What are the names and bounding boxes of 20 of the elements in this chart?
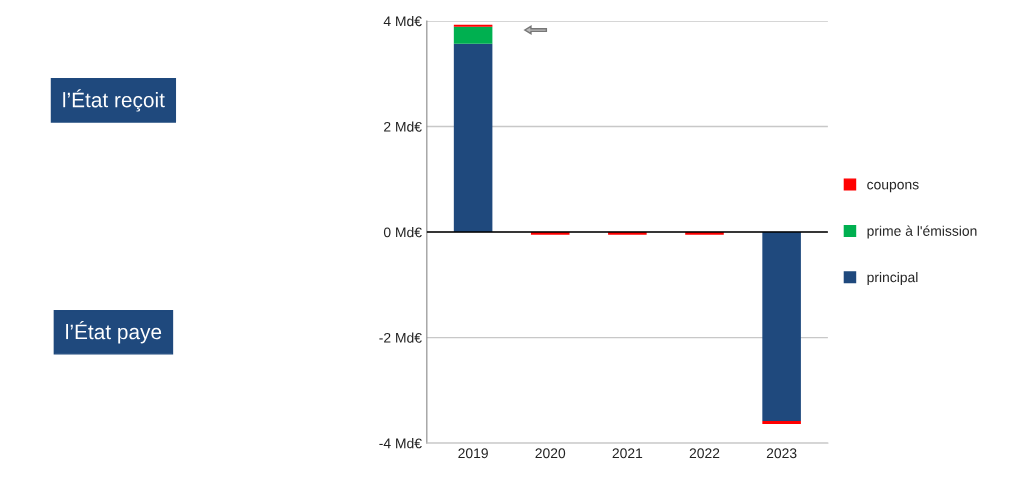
bar [453,43,493,233]
legend-label: principal [867,272,918,285]
x-tick-label: 2019 [458,448,488,459]
text: l’État reçoit [63,89,165,112]
bar [762,232,801,421]
text: l’État paye [66,321,162,344]
x-tick-label: 2020 [535,448,566,459]
y-tick-label: 2 Md€ [384,121,422,132]
bar [762,420,801,425]
y-tick-label: 4 Md€ [383,16,422,27]
x-tick-label: 2022 [689,448,720,459]
bar [453,26,493,44]
x-tick-label: 2021 [612,448,643,459]
x-tick-label: 2023 [766,448,797,459]
bar [453,24,493,27]
y-tick-label: -2 Md€ [379,332,422,343]
y-tick-label: 0 Md€ [383,227,422,238]
legend-label: coupons [867,181,919,193]
y-tick-label: -4 Md€ [379,438,422,449]
legend-label: prime à l'émission [867,225,977,239]
